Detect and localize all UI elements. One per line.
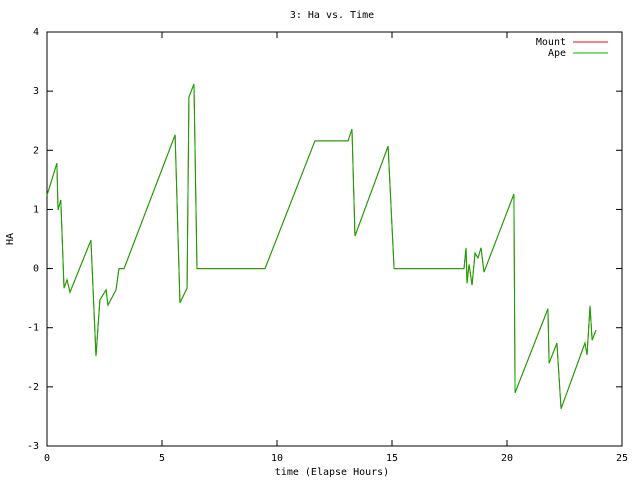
y-tick-label: 4 [33, 27, 39, 38]
x-tick-label: 0 [44, 453, 50, 464]
plot-border [46, 31, 623, 447]
legend-label: Ape [548, 48, 566, 59]
x-tick-label: 5 [159, 453, 165, 464]
series-line [46, 83, 597, 409]
y-tick-label: 2 [33, 145, 39, 156]
y-tick-label: -1 [27, 323, 39, 334]
x-tick-label: 20 [501, 453, 513, 464]
y-tick-label: -2 [27, 382, 39, 393]
x-tick-label: 15 [386, 453, 398, 464]
x-tick-label: 25 [616, 453, 628, 464]
y-tick-label: 3 [33, 86, 39, 97]
y-tick-label: 0 [33, 264, 39, 275]
legend-label: Mount [536, 37, 566, 48]
y-tick-label: 1 [33, 204, 39, 215]
y-tick-label: -3 [27, 441, 39, 452]
chart-title: 3: Ha vs. Time [290, 10, 374, 21]
x-axis-label: time (Elapse Hours) [275, 467, 389, 478]
x-tick-label: 10 [271, 453, 283, 464]
y-axis-label: HA [5, 233, 16, 245]
